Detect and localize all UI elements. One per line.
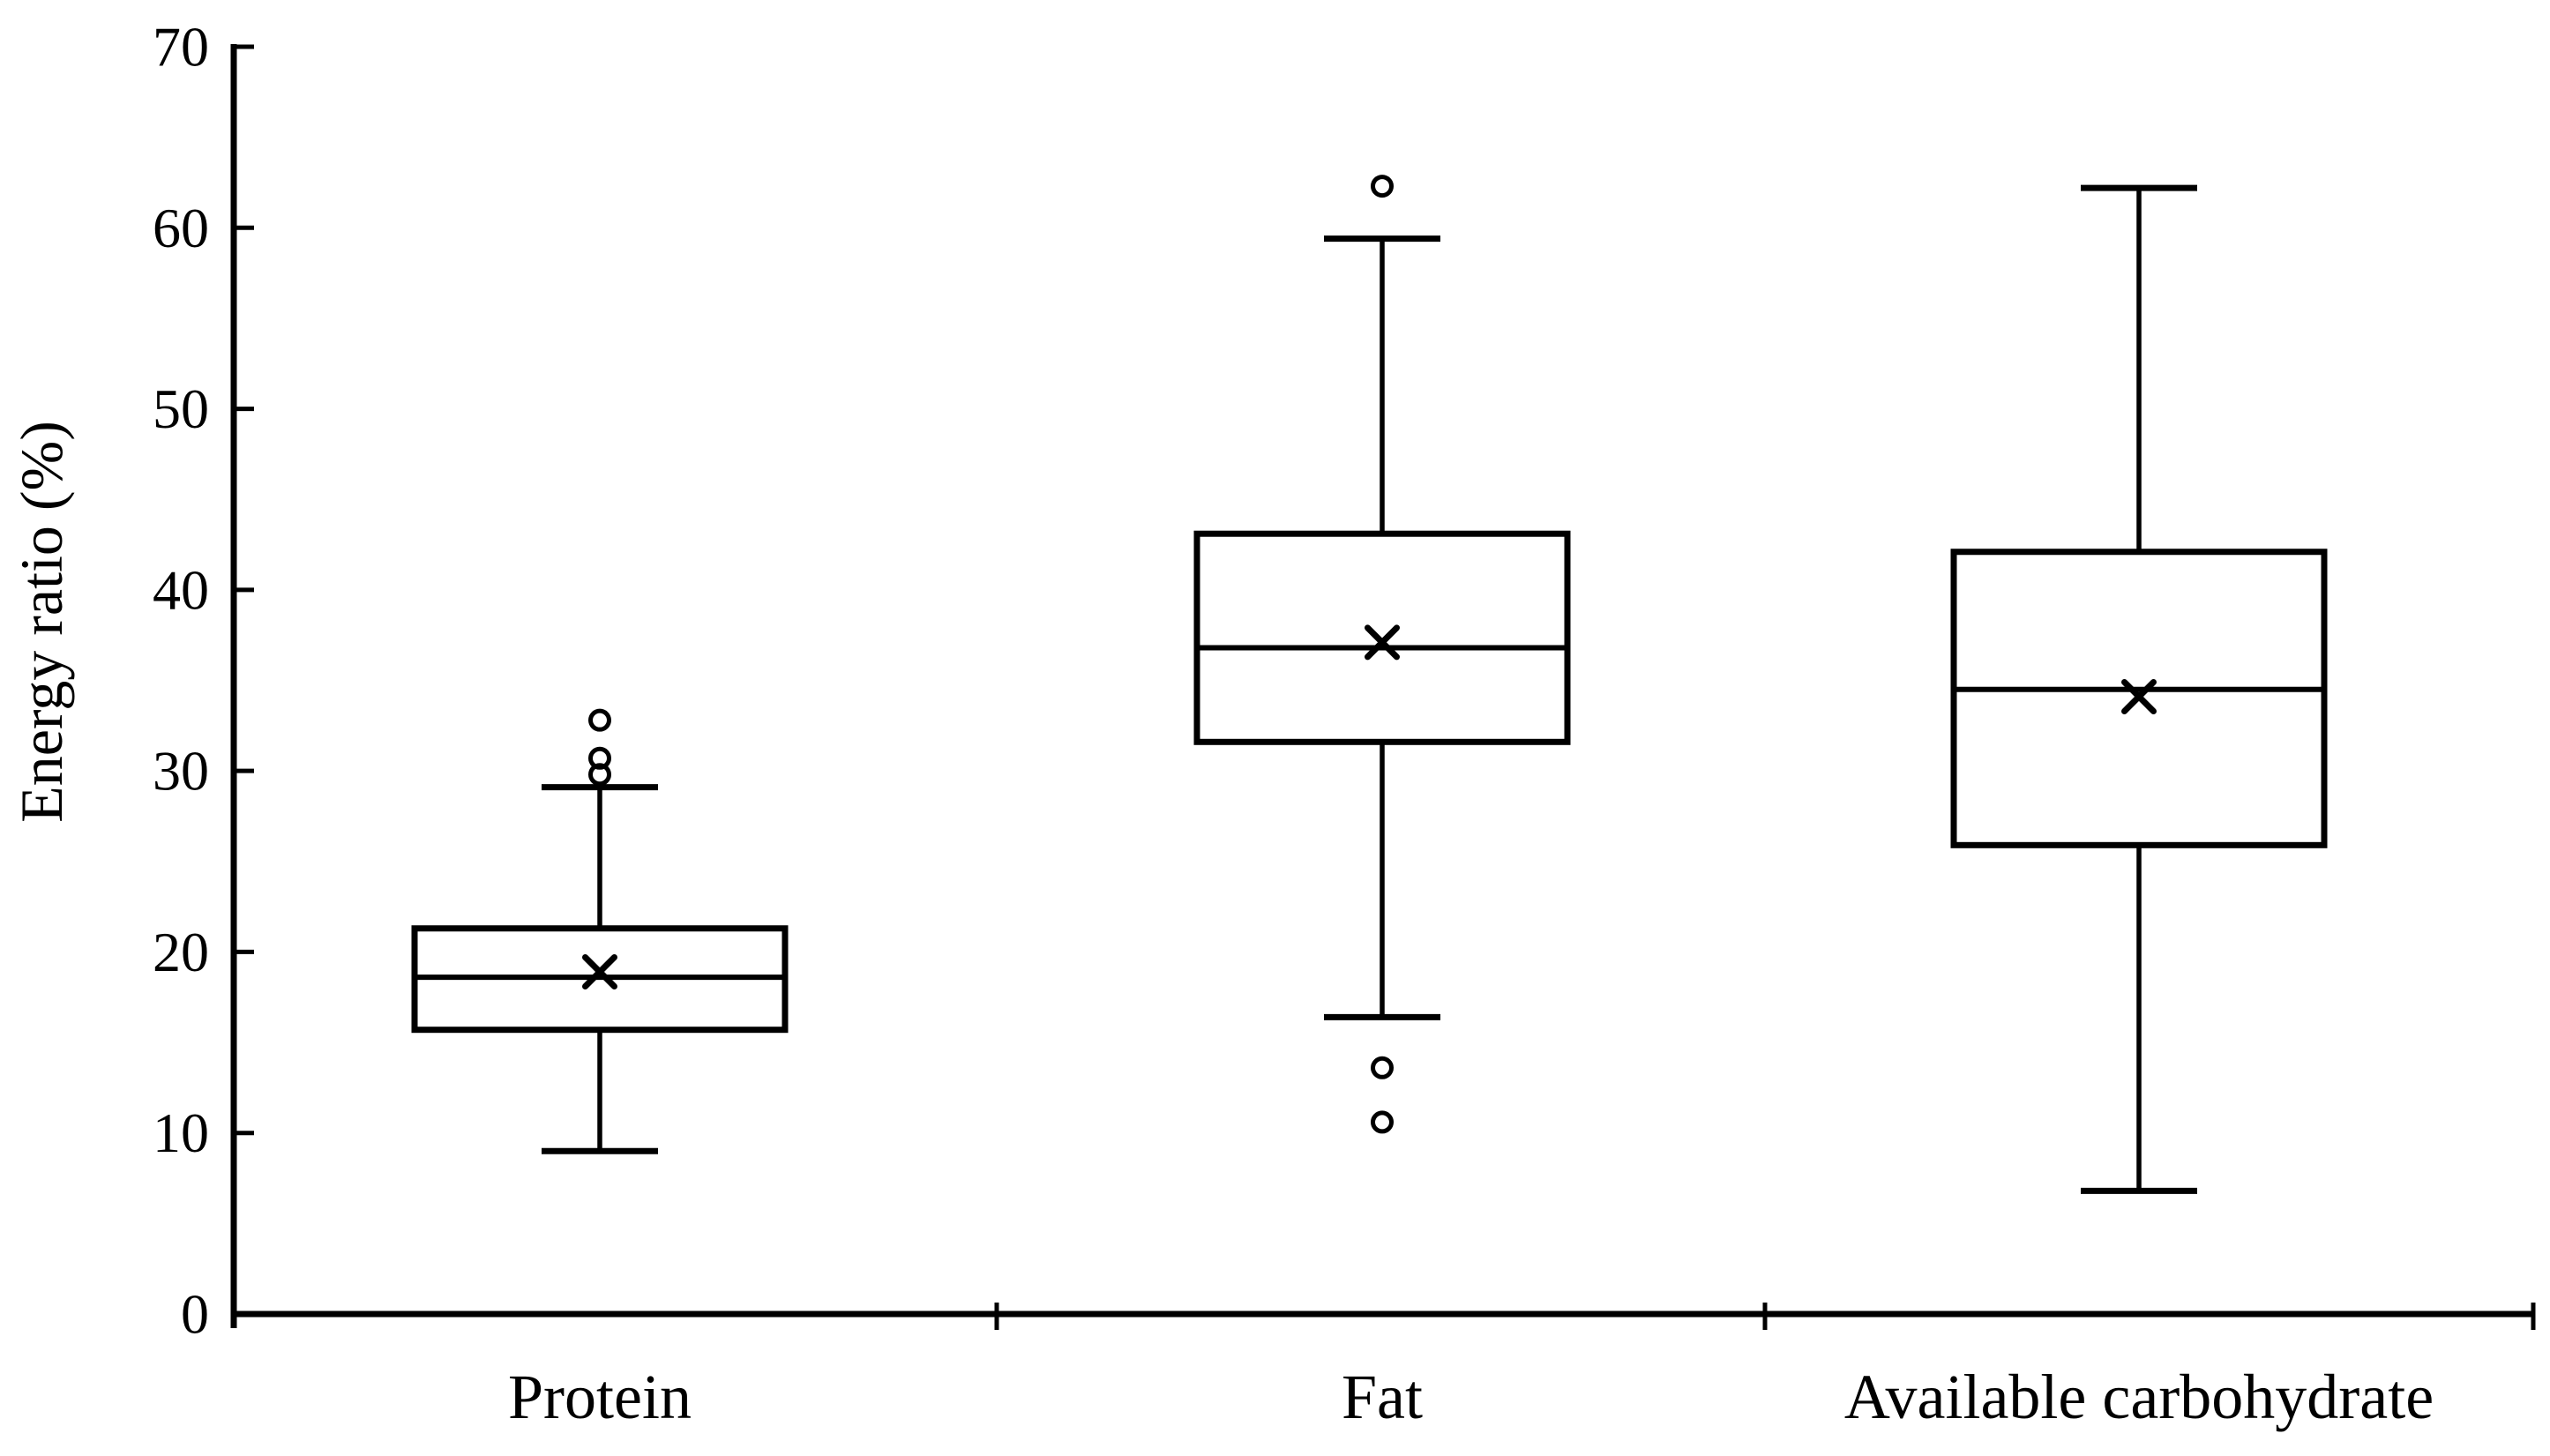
protein-outlier-1 — [588, 746, 611, 770]
protein-mean-marker — [582, 954, 617, 990]
available-carbohydrate-mean-marker-stroke-1 — [2121, 678, 2157, 714]
y-tick-label-40: 40 — [153, 558, 209, 621]
protein-outlier-2 — [588, 708, 611, 732]
fat-outlier-0 — [1371, 1056, 1394, 1079]
y-axis-title: Energy ratio (%) — [8, 421, 75, 823]
fat-boxplot-group — [1193, 175, 1571, 1134]
fat-box — [1193, 530, 1571, 745]
fat-mean-marker-stroke-1 — [1365, 624, 1400, 661]
fat-outlier-2 — [1371, 175, 1394, 198]
y-tick-label-50: 50 — [153, 377, 209, 440]
y-tick-label-60: 60 — [153, 197, 209, 259]
y-tick-label-10: 10 — [153, 1101, 209, 1164]
category-label-protein: Protein — [508, 1362, 692, 1432]
category-label-fat: Fat — [1342, 1362, 1423, 1432]
available-carbohydrate-boxplot-group — [1950, 184, 2328, 1194]
category-label-available-carbohydrate: Available carbohydrate — [1844, 1362, 2434, 1432]
protein-boxplot-group — [411, 708, 789, 1154]
fat-mean-marker — [1365, 624, 1400, 661]
protein-mean-marker-stroke-1 — [582, 954, 617, 990]
y-tick-label-20: 20 — [153, 921, 209, 983]
y-tick-label-0: 0 — [181, 1283, 209, 1346]
y-tick-label-70: 70 — [153, 16, 209, 78]
y-tick-label-30: 30 — [153, 740, 209, 803]
available-carbohydrate-mean-marker — [2121, 678, 2157, 714]
protein-outlier-0 — [588, 763, 611, 787]
fat-outlier-1 — [1371, 1110, 1394, 1134]
